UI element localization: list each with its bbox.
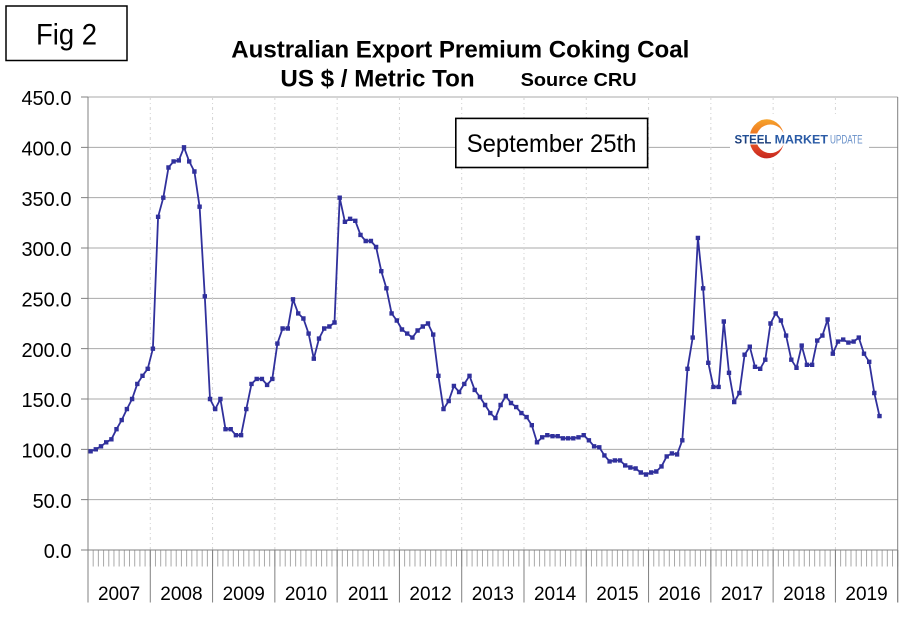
svg-text:2008: 2008 [160, 584, 202, 605]
svg-text:2018: 2018 [783, 584, 825, 605]
svg-text:2019: 2019 [845, 584, 887, 605]
svg-text:2014: 2014 [534, 584, 577, 605]
svg-text:STEEL: STEEL [735, 133, 772, 146]
svg-text:150.0: 150.0 [21, 390, 71, 412]
svg-text:2012: 2012 [409, 584, 451, 605]
svg-text:50.0: 50.0 [33, 491, 72, 513]
svg-text:400.0: 400.0 [21, 139, 71, 161]
svg-text:250.0: 250.0 [21, 290, 71, 312]
svg-text:2010: 2010 [285, 584, 327, 605]
svg-text:350.0: 350.0 [21, 189, 71, 211]
svg-text:200.0: 200.0 [21, 340, 71, 362]
svg-text:100.0: 100.0 [21, 441, 71, 463]
svg-text:Fig 2: Fig 2 [36, 19, 97, 52]
svg-text:2016: 2016 [659, 584, 701, 605]
svg-text:2009: 2009 [223, 584, 265, 605]
svg-text:0.0: 0.0 [44, 541, 72, 563]
svg-text:300.0: 300.0 [21, 239, 71, 261]
svg-text:2011: 2011 [348, 584, 389, 605]
svg-text:2013: 2013 [472, 584, 514, 605]
svg-text:US $ / Metric Ton: US $ / Metric Ton [280, 65, 474, 92]
svg-text:UPDATE: UPDATE [830, 133, 863, 146]
svg-text:450.0: 450.0 [21, 88, 71, 110]
svg-text:2017: 2017 [721, 584, 763, 605]
svg-text:September 25th: September 25th [467, 130, 637, 158]
svg-text:Source CRU: Source CRU [521, 69, 637, 90]
svg-text:2007: 2007 [98, 584, 140, 605]
svg-text:Australian Export Premium Coki: Australian Export Premium Coking Coal [231, 37, 689, 64]
svg-text:2015: 2015 [596, 584, 638, 605]
svg-text:MARKET: MARKET [775, 133, 828, 146]
